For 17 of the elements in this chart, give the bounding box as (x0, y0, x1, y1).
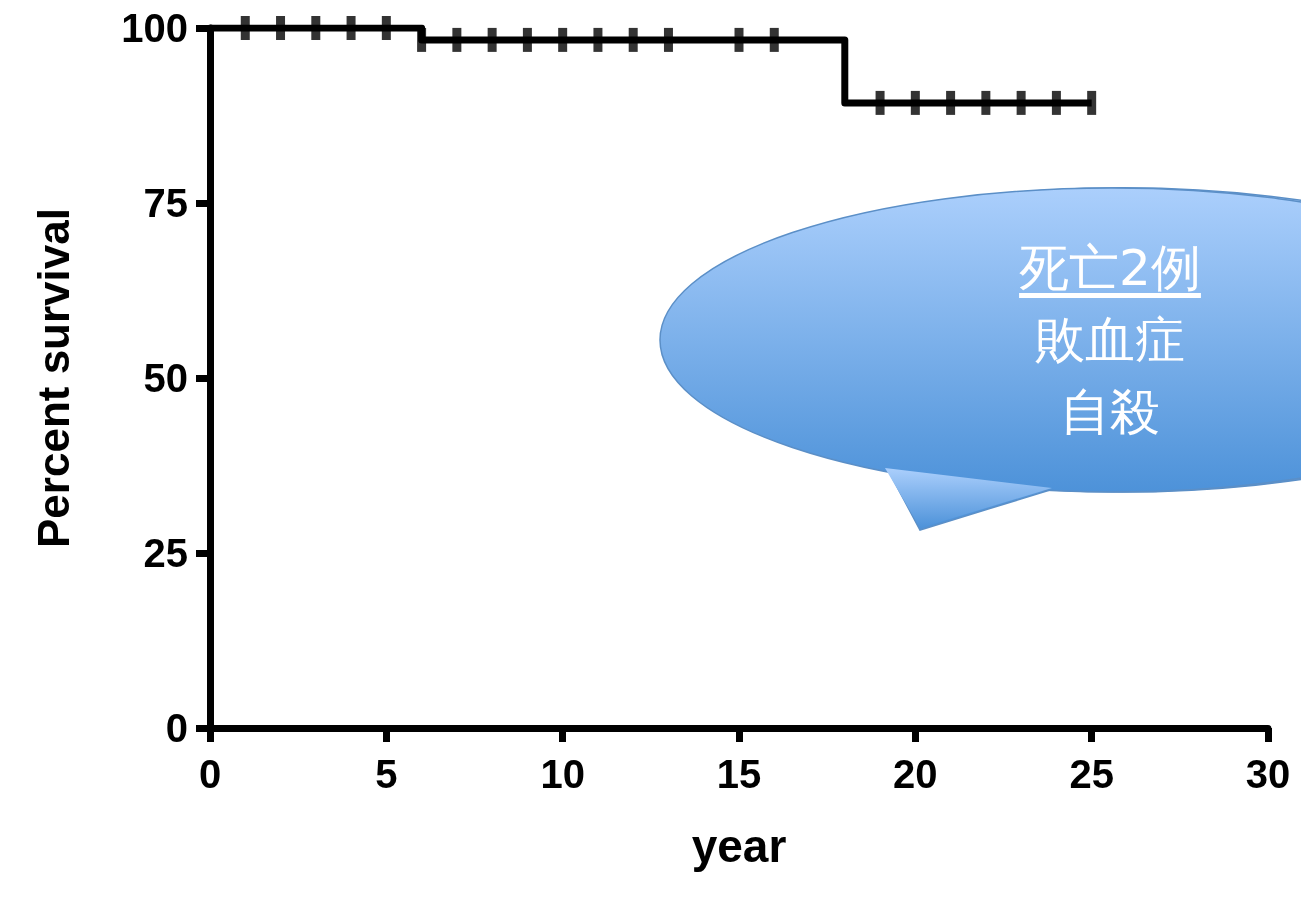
x-tick-label: 5 (375, 752, 398, 796)
x-tick-label: 25 (1069, 752, 1114, 796)
x-tick-label: 20 (893, 752, 938, 796)
y-axis-title: Percent survival (28, 208, 78, 548)
y-tick-label: 0 (165, 706, 188, 750)
x-axis-title: year (691, 820, 787, 872)
x-tick-label: 0 (198, 752, 222, 796)
y-tick-label: 100 (121, 6, 188, 50)
x-tick-label: 15 (716, 752, 762, 796)
x-tick-label: 10 (540, 752, 585, 796)
annotation: 自殺 (1059, 382, 1161, 443)
y-tick-label: 50 (143, 356, 188, 400)
y-tick-label: 25 (143, 531, 188, 575)
annotation: 敗血症 (1034, 310, 1186, 371)
annotation: 死亡2例 (1018, 238, 1202, 299)
y-tick-label: 75 (143, 181, 188, 225)
x-tick-label: 30 (1245, 752, 1291, 796)
